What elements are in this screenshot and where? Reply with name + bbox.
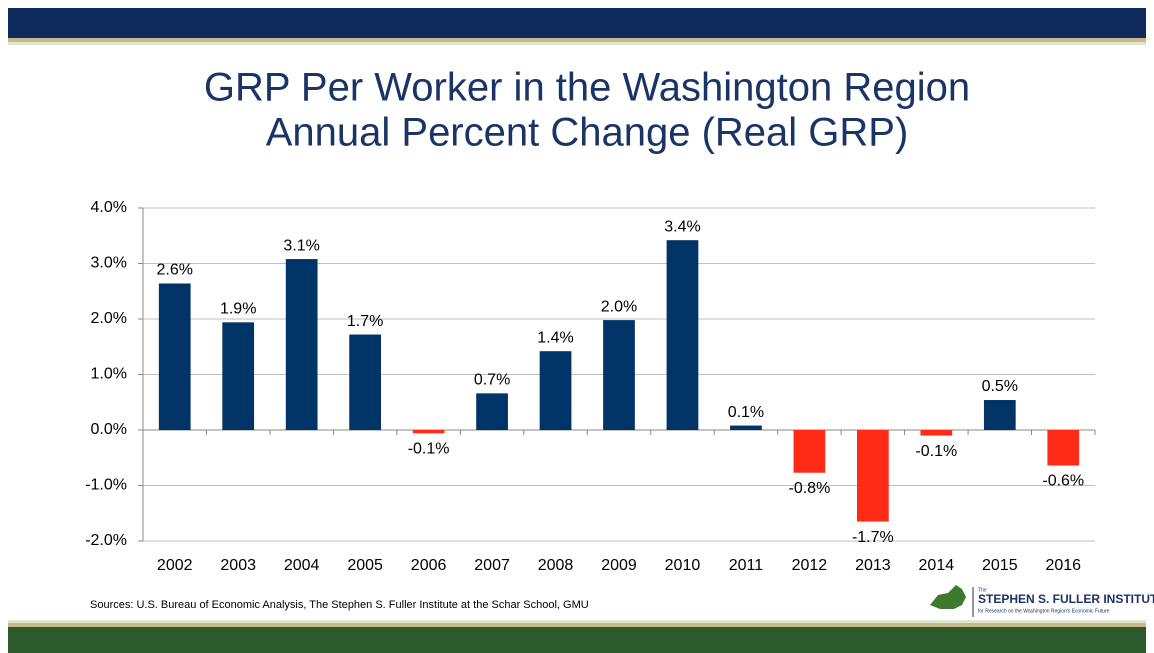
x-tick-label: 2009 (601, 557, 637, 574)
bar (603, 320, 635, 430)
x-tick-label: 2008 (538, 557, 574, 574)
bar (983, 400, 1016, 430)
logo-name: STEPHEN S. FULLER INSTITUTE (978, 592, 1154, 606)
bar (920, 430, 953, 436)
data-label: 3.4% (664, 218, 700, 235)
logo-icon (930, 585, 966, 609)
data-label: 0.7% (474, 372, 510, 389)
bar (539, 351, 572, 430)
bottom-band (8, 627, 1146, 653)
bar (285, 259, 318, 430)
chart-title: GRP Per Worker in the Washington Region (204, 66, 970, 110)
data-label: -0.1% (915, 443, 957, 460)
bar (412, 430, 445, 434)
top-stripe (8, 42, 1146, 45)
x-tick-label: 2004 (284, 557, 320, 574)
bar (666, 240, 699, 430)
data-label: 1.7% (347, 313, 383, 330)
y-tick-label: -1.0% (85, 477, 127, 494)
x-tick-label: 2005 (347, 557, 383, 574)
bar (857, 430, 889, 522)
x-tick-label: 2016 (1045, 557, 1081, 574)
logo-tagline: for Research on the Washington Region's … (978, 608, 1110, 614)
data-label: -1.7% (852, 529, 894, 546)
x-tick-label: 2013 (855, 557, 891, 574)
logo-small: The (978, 587, 987, 593)
x-tick-label: 2012 (792, 557, 828, 574)
bar (158, 283, 191, 430)
y-tick-label: -2.0% (85, 532, 127, 549)
data-label: 3.1% (283, 237, 319, 254)
y-tick-label: 0.0% (91, 421, 127, 438)
data-label: -0.6% (1042, 473, 1084, 490)
data-label: 0.5% (982, 378, 1018, 395)
bar (222, 322, 255, 430)
bar (793, 430, 826, 473)
bar (1047, 430, 1080, 466)
bar (349, 334, 381, 430)
data-label: 1.9% (220, 301, 256, 318)
x-tick-label: 2010 (665, 557, 701, 574)
x-tick-label: 2003 (220, 557, 256, 574)
bottom-stripe (8, 620, 1146, 623)
y-tick-label: 3.0% (91, 255, 127, 272)
data-label: 1.4% (537, 329, 573, 346)
y-tick-label: 2.0% (91, 310, 127, 327)
x-tick-label: 2007 (474, 557, 510, 574)
y-tick-label: 1.0% (91, 366, 127, 383)
x-tick-label: 2015 (982, 557, 1018, 574)
y-tick-label: 4.0% (91, 199, 127, 216)
data-label: -0.1% (408, 441, 450, 458)
chart-subtitle: Annual Percent Change (Real GRP) (266, 111, 909, 155)
bottom-stripe (8, 623, 1146, 627)
top-stripe (8, 38, 1146, 42)
data-label: 2.0% (601, 298, 637, 315)
data-label: 0.1% (728, 404, 764, 421)
bar (730, 425, 762, 430)
top-band (8, 8, 1146, 38)
bar (476, 393, 508, 430)
x-tick-label: 2011 (729, 557, 764, 574)
data-label: -0.8% (789, 480, 831, 497)
source-note: Sources: U.S. Bureau of Economic Analysi… (90, 599, 589, 611)
x-tick-label: 2006 (411, 557, 447, 574)
x-tick-label: 2014 (919, 557, 955, 574)
x-tick-label: 2002 (157, 557, 193, 574)
data-label: 2.6% (156, 262, 192, 279)
